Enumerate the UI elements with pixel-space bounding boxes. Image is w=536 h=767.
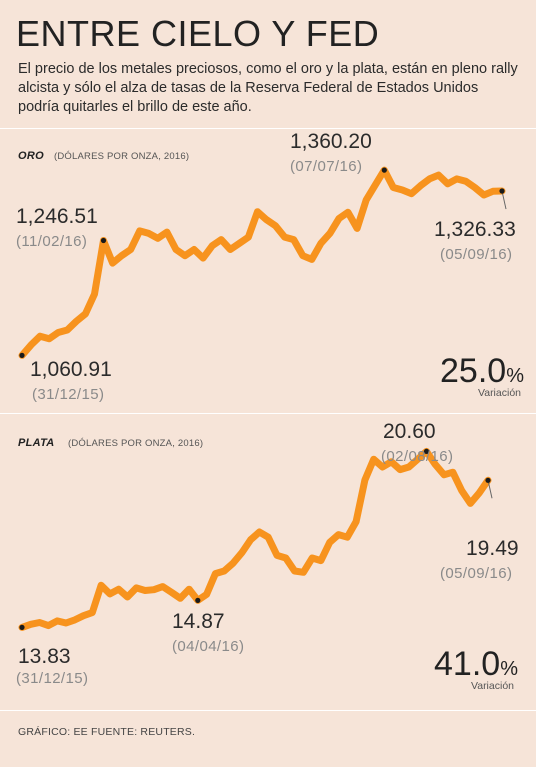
divider-top	[0, 128, 536, 129]
silver-change: 41.0%	[434, 645, 518, 684]
gold-end-value: 1,326.33	[434, 218, 516, 241]
gold-max-value: 1,360.20	[290, 130, 372, 153]
gold-change-value: 25.0	[440, 352, 507, 390]
gold-point-31/12/15	[19, 352, 25, 358]
silver-start-value: 13.83	[18, 645, 71, 668]
gold-start-date: (31/12/15)	[32, 386, 105, 403]
gold-series-line	[18, 166, 506, 359]
silver-change-label: Variación	[471, 680, 514, 692]
gold-point-11/02/16	[100, 237, 107, 244]
silver-end-leader	[487, 480, 493, 499]
silver-point-02/08/16	[423, 448, 430, 454]
gold-label: ORO	[18, 150, 44, 162]
silver-low-value: 14.87	[172, 610, 225, 633]
divider-middle	[0, 413, 536, 414]
gold-point-07/07/16	[381, 167, 387, 173]
silver-point-31/12/15	[19, 624, 25, 630]
silver-chart	[18, 447, 493, 631]
gold-change-label: Variación	[478, 387, 521, 399]
silver-point-04/04/16	[195, 597, 201, 603]
gold-peak1-value: 1,246.51	[16, 205, 98, 228]
silver-series-line	[18, 447, 492, 631]
silver-max-value: 20.60	[383, 420, 436, 443]
gold-unit: (DÓLARES POR ONZA, 2016)	[54, 151, 190, 162]
gold-end-leader	[501, 190, 507, 210]
divider-bottom	[0, 710, 536, 711]
gold-change-symbol: %	[506, 365, 524, 387]
source-footer: GRÁFICO: EE FUENTE: REUTERS.	[18, 726, 196, 738]
gold-chart	[18, 166, 507, 359]
gold-max-date: (07/07/16)	[290, 158, 363, 175]
gold-point-05/09/16	[499, 188, 505, 194]
silver-change-symbol: %	[500, 658, 518, 680]
gold-peak1-date: (11/02/16)	[16, 233, 88, 250]
gold-change: 25.0%	[440, 352, 524, 391]
silver-low-date: (04/04/16)	[172, 638, 245, 655]
page-description: El precio de los metales preciosos, como…	[18, 61, 518, 115]
silver-unit: (DÓLARES POR ONZA, 2016)	[68, 438, 204, 449]
silver-change-value: 41.0	[434, 645, 501, 683]
silver-end-value: 19.49	[466, 537, 519, 560]
gold-end-date: (05/09/16)	[440, 246, 513, 263]
gold-start-value: 1,060.91	[30, 358, 112, 381]
silver-point-05/09/16	[485, 477, 491, 483]
silver-end-date: (05/09/16)	[440, 565, 513, 582]
silver-start-date: (31/12/15)	[16, 670, 89, 687]
silver-max-date: (02/08/16)	[381, 448, 454, 465]
silver-label: PLATA	[18, 437, 55, 449]
page-title: ENTRE CIELO Y FED	[16, 13, 380, 54]
